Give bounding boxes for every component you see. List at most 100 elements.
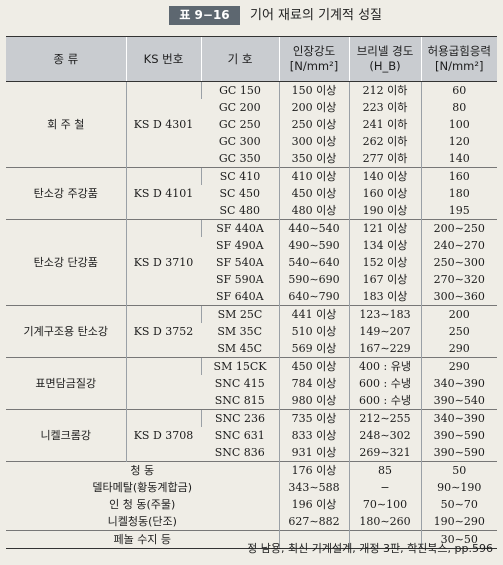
symbol-cell: SM 25C (200, 305, 279, 323)
header-type: 종 류 (6, 36, 126, 82)
material-type-cell: 표면담금질강 (6, 357, 126, 410)
material-type-cell: 청 동 (6, 461, 279, 479)
allow-stress-cell: 390∼590 (420, 427, 497, 444)
symbol-cell: SF 490A (215, 239, 264, 252)
brinell-cell: 70∼100 (348, 496, 421, 513)
material-type-cell: 델타메탈(황동계합금) (92, 481, 193, 494)
allow-stress-cell: 290 (420, 357, 497, 375)
symbol-cell: SC 480 (219, 204, 260, 217)
symbol-cell: SNC 836 (214, 446, 265, 459)
tensile-cell: 196 이상 (278, 496, 349, 513)
allow-stress-cell: 340∼390 (420, 409, 497, 427)
tensile-cell: 980 이상 (278, 392, 349, 410)
tensile-cell: 250 이상 (278, 116, 349, 133)
table-row: 표면담금질강 SM 15CK 450 이상 400 : 유냉 290 (6, 357, 497, 410)
brinell-cell: 400 : 유냉 (348, 357, 421, 375)
brinell-cell: 121 이상 (348, 219, 421, 237)
symbol-cell: GC 300 (218, 135, 261, 148)
brinell-cell: 212 이하 (348, 81, 421, 99)
table-row: SNC 631 833 이상 248∼302 390∼590 (6, 427, 497, 444)
brinell-cell: 140 이상 (348, 167, 421, 185)
symbol-cell: SNC 815 (214, 394, 265, 407)
tensile-cell: 735 이상 (278, 409, 349, 427)
tensile-cell: 176 이상 (278, 461, 349, 479)
table-row: SF 540A 540∼640 152 이상 250∼300 (6, 254, 497, 271)
table-row: SF 590A 590∼690 167 이상 270∼320 (6, 271, 497, 288)
brinell-cell: 180∼260 (348, 513, 421, 531)
symbol-cell: SF 540A (215, 256, 264, 269)
tensile-cell: 150 이상 (278, 81, 349, 99)
symbol-cell: SC 410 (200, 167, 279, 185)
material-type-cell: 탄소강 주강품 (6, 167, 126, 220)
symbol-cell: GC 150 (200, 81, 279, 99)
table-row: 니켈청동(단조) 627∼882 180∼260 190∼290 (6, 513, 497, 531)
brinell-cell: 248∼302 (348, 427, 421, 444)
tensile-cell: 640∼790 (278, 288, 349, 306)
brinell-cell: 241 이하 (348, 116, 421, 133)
properties-table: 종 류 KS 번호 기 호 인장강도 [N/mm²] 브리넬 경도 (H_B) 허용… (6, 36, 497, 549)
symbol-cell: SF 440A (200, 219, 279, 237)
allow-stress-cell: 190∼290 (420, 513, 497, 531)
ks-number-cell (125, 357, 201, 410)
symbol-cell: SM 15CK (200, 357, 279, 375)
material-type-cell: 니켈크롬강 (6, 409, 126, 462)
brinell-cell: 167 이상 (348, 271, 421, 288)
gear-material-table: 종 류 KS 번호 기 호 인장강도 [N/mm²] 브리넬 경도 (H_B) 허용… (6, 36, 497, 549)
symbol-cell: SF 590A (215, 273, 264, 286)
allow-stress-cell: 60 (420, 81, 497, 99)
header-allow: 허용굽힘응력 [N/mm²] (420, 36, 497, 82)
allow-stress-cell: 120 (420, 133, 497, 150)
table-caption: 기어 재료의 기계적 성질 (250, 8, 382, 23)
table-body: 회 주 철 KS D 4301 GC 150 150 이상 212 이하 60 GC 200… (6, 81, 497, 549)
tensile-cell: 410 이상 (278, 167, 349, 185)
source-citation: 정 남용, 최신 기계설계, 개정 3판, 학진북스, pp.596 (247, 542, 493, 555)
table-row: GC 200 200 이상 223 이하 80 (6, 99, 497, 116)
table-row: SNC 415 784 이상 600 : 수냉 340∼390 (6, 375, 497, 392)
symbol-cell: SF 640A (215, 290, 264, 303)
brinell-cell: 149∼207 (348, 323, 421, 340)
tensile-cell: 784 이상 (278, 375, 349, 392)
symbol-cell: SNC 236 (200, 409, 279, 427)
ks-number-cell: KS D 3752 (125, 305, 201, 358)
allow-stress-cell: 90∼190 (420, 479, 497, 496)
brinell-cell: 123∼183 (348, 305, 421, 323)
brinell-cell: 160 이상 (348, 185, 421, 202)
tensile-cell: 480 이상 (278, 202, 349, 220)
table-row: 회 주 철 KS D 4301 GC 150 150 이상 212 이하 60 (6, 81, 497, 168)
brinell-cell: 212∼255 (348, 409, 421, 427)
allow-stress-cell: 340∼390 (420, 375, 497, 392)
brinell-cell: 85 (348, 461, 421, 479)
allow-stress-cell: 390∼590 (420, 444, 497, 462)
table-row: GC 350 350 이상 277 이하 140 (6, 150, 497, 168)
tensile-cell: 300 이상 (278, 133, 349, 150)
symbol-cell: SC 450 (219, 187, 260, 200)
allow-stress-cell: 50∼70 (420, 496, 497, 513)
table-row: 인 청 동(주물) 196 이상 70∼100 50∼70 (6, 496, 497, 513)
tensile-cell: 343∼588 (278, 479, 349, 496)
brinell-cell: − (348, 479, 421, 496)
allow-stress-cell: 30∼50 (420, 530, 497, 549)
tensile-cell: 540∼640 (278, 254, 349, 271)
tensile-cell: 350 이상 (278, 150, 349, 168)
brinell-cell: 190 이상 (348, 202, 421, 220)
tensile-cell: 833 이상 (278, 427, 349, 444)
symbol-cell: SNC 631 (214, 429, 265, 442)
header-ks: KS 번호 (125, 36, 201, 82)
brinell-cell: 152 이상 (348, 254, 421, 271)
material-type-cell: 탄소강 단강품 (6, 219, 126, 306)
material-type-cell: 니켈청동(단조) (107, 515, 177, 528)
tensile-cell: 441 이상 (278, 305, 349, 323)
material-type-cell: 페놀 수지 등 (6, 530, 279, 549)
table-row: 니켈크롬강 KS D 3708 SNC 236 735 이상 212∼255 340∼39… (6, 409, 497, 462)
table-row: SF 490A 490∼590 134 이상 240∼270 (6, 237, 497, 254)
table-row: 탄소강 주강품 KS D 4101 SC 410 410 이상 140 이상 160 (6, 167, 497, 220)
ks-number-cell: KS D 4101 (125, 167, 201, 220)
tensile-cell (278, 530, 349, 549)
table-row: GC 250 250 이상 241 이하 100 (6, 116, 497, 133)
table-row: 델타메탈(황동계합금) 343∼588−90∼190 (6, 479, 497, 496)
allow-stress-cell: 290 (420, 340, 497, 358)
brinell-cell: 269∼321 (348, 444, 421, 462)
brinell-cell: 600 : 수냉 (348, 392, 421, 410)
material-type-cell: 기계구조용 탄소강 (6, 305, 126, 358)
brinell-cell: 183 이상 (348, 288, 421, 306)
